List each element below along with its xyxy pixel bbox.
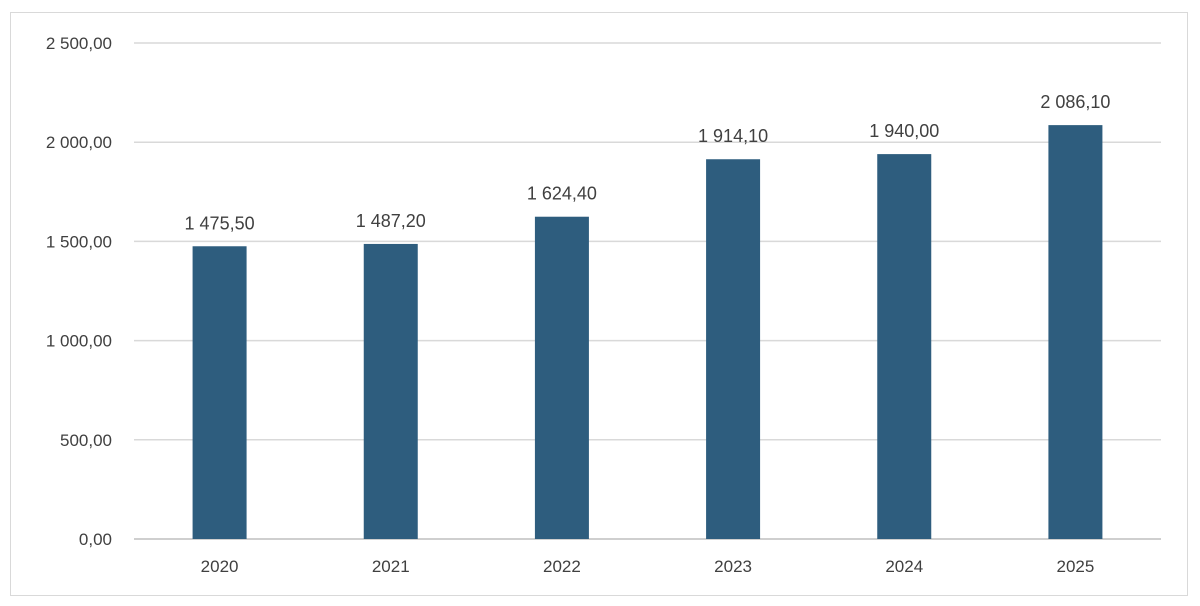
bars — [192, 125, 1103, 539]
y-tick-label: 1 500,00 — [46, 232, 112, 251]
x-tick-label-2020: 2020 — [201, 557, 239, 576]
data-label-2021: 1 487,20 — [356, 211, 426, 231]
y-tick-label: 1 000,00 — [46, 332, 112, 351]
x-tick-label-2022: 2022 — [543, 557, 581, 576]
bar-2021 — [363, 243, 418, 539]
chart-container: 1 475,50 1 487,20 1 624,40 1 914,10 1 940,00… — [10, 12, 1188, 596]
data-labels: 1 475,50 1 487,20 1 624,40 1 914,10 1 940,00… — [185, 92, 1111, 233]
data-label-2020: 1 475,50 — [185, 213, 255, 233]
x-tick-label-2025: 2025 — [1057, 557, 1095, 576]
bar-2024 — [877, 154, 932, 539]
x-tick-label-2023: 2023 — [714, 557, 752, 576]
x-tick-label-2024: 2024 — [885, 557, 923, 576]
x-axis-tick-labels: 2020 2021 2022 2023 2024 2025 — [201, 557, 1095, 576]
gridlines — [134, 42, 1161, 540]
bar-chart: 1 475,50 1 487,20 1 624,40 1 914,10 1 940,00… — [46, 34, 1161, 576]
bar-2020 — [192, 246, 247, 539]
data-label-2022: 1 624,40 — [527, 184, 597, 204]
y-tick-label: 0,00 — [79, 530, 112, 549]
bar-2023 — [706, 159, 761, 539]
y-tick-label: 2 000,00 — [46, 133, 112, 152]
x-tick-label-2021: 2021 — [372, 557, 410, 576]
bar-2025 — [1048, 125, 1103, 539]
bar-2022 — [534, 216, 589, 539]
y-tick-label: 500,00 — [60, 431, 112, 450]
data-label-2024: 1 940,00 — [869, 121, 939, 141]
y-tick-label: 2 500,00 — [46, 34, 112, 53]
data-label-2025: 2 086,10 — [1040, 92, 1110, 112]
y-axis-tick-labels: 0,00 500,00 1 000,00 1 500,00 2 000,00 2 500,… — [46, 34, 112, 549]
data-label-2023: 1 914,10 — [698, 126, 768, 146]
